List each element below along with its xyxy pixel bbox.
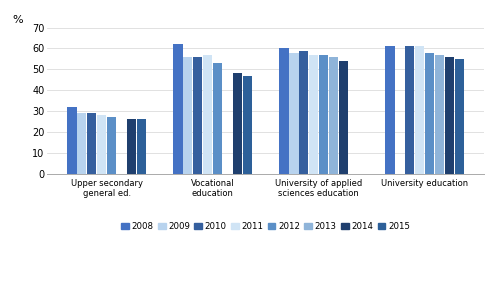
Bar	[309, 55, 318, 174]
Bar	[415, 47, 424, 174]
Bar	[173, 44, 183, 174]
Bar	[87, 113, 96, 174]
Bar	[425, 53, 435, 174]
Bar	[193, 57, 202, 174]
Text: %: %	[12, 15, 23, 25]
Bar	[455, 59, 464, 174]
Bar	[127, 119, 136, 174]
Bar	[405, 47, 414, 174]
Bar	[385, 47, 395, 174]
Bar	[319, 55, 328, 174]
Bar	[67, 107, 77, 174]
Bar	[213, 63, 222, 174]
Bar	[183, 57, 192, 174]
Bar	[329, 57, 338, 174]
Bar	[279, 49, 289, 174]
Bar	[77, 113, 86, 174]
Bar	[435, 55, 444, 174]
Bar	[243, 76, 252, 174]
Bar	[97, 115, 107, 174]
Bar	[299, 50, 308, 174]
Bar	[107, 117, 116, 174]
Bar	[339, 61, 348, 174]
Bar	[289, 53, 299, 174]
Bar	[136, 119, 146, 174]
Bar	[233, 73, 242, 174]
Bar	[203, 55, 213, 174]
Legend: 2008, 2009, 2010, 2011, 2012, 2013, 2014, 2015: 2008, 2009, 2010, 2011, 2012, 2013, 2014…	[118, 219, 413, 235]
Bar	[445, 57, 454, 174]
